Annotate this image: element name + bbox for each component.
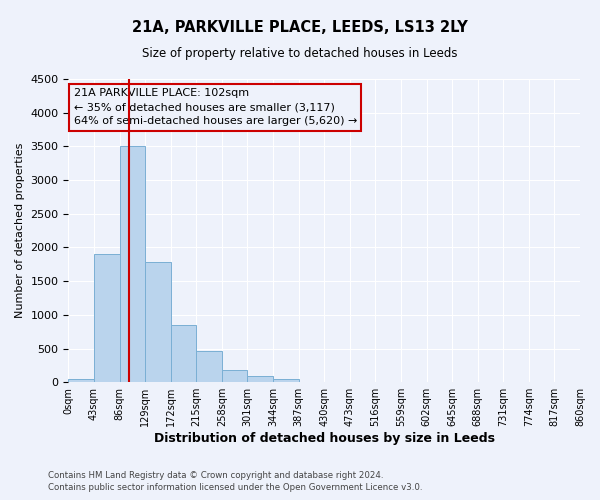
Text: Contains HM Land Registry data © Crown copyright and database right 2024.: Contains HM Land Registry data © Crown c… — [48, 471, 383, 480]
Y-axis label: Number of detached properties: Number of detached properties — [15, 143, 25, 318]
Bar — [273, 378, 299, 382]
Bar — [145, 262, 171, 382]
Bar — [94, 254, 119, 382]
Bar — [171, 325, 196, 382]
Text: Contains public sector information licensed under the Open Government Licence v3: Contains public sector information licen… — [48, 484, 422, 492]
Bar — [196, 351, 222, 382]
Text: Size of property relative to detached houses in Leeds: Size of property relative to detached ho… — [142, 48, 458, 60]
Bar — [68, 379, 94, 382]
Bar — [222, 370, 247, 382]
X-axis label: Distribution of detached houses by size in Leeds: Distribution of detached houses by size … — [154, 432, 495, 445]
Text: 21A, PARKVILLE PLACE, LEEDS, LS13 2LY: 21A, PARKVILLE PLACE, LEEDS, LS13 2LY — [132, 20, 468, 35]
Bar — [247, 376, 273, 382]
Text: 21A PARKVILLE PLACE: 102sqm
← 35% of detached houses are smaller (3,117)
64% of : 21A PARKVILLE PLACE: 102sqm ← 35% of det… — [74, 88, 357, 126]
Bar — [119, 146, 145, 382]
